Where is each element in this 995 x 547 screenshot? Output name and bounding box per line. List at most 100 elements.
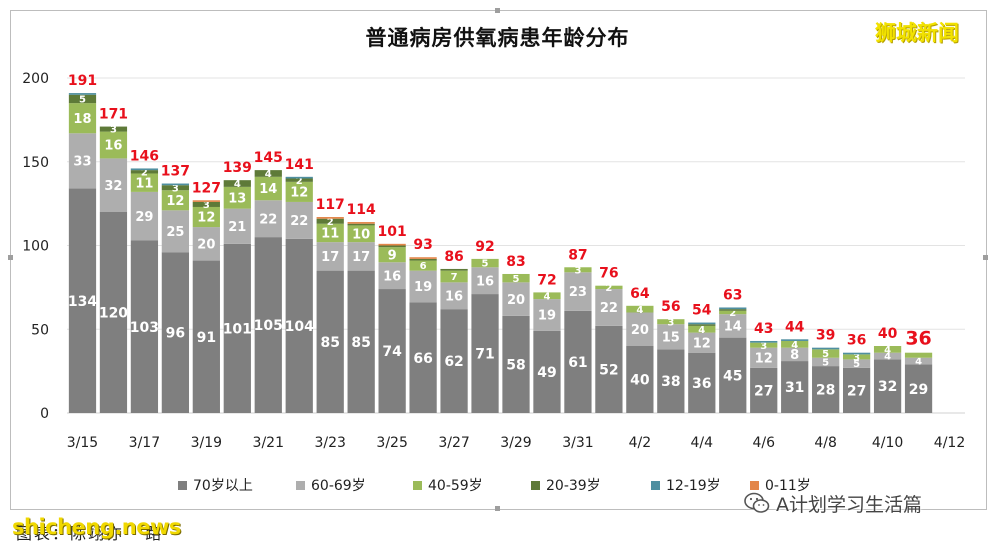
bar-total-label: 63 bbox=[723, 287, 742, 303]
bar-value-label: 61 bbox=[568, 355, 587, 371]
bar-segment bbox=[626, 346, 654, 413]
bar-value-label: 8 bbox=[790, 348, 799, 363]
bar-value-label: 16 bbox=[104, 139, 122, 154]
resize-handle-bottom[interactable] bbox=[495, 506, 500, 511]
bar-segment bbox=[254, 170, 282, 177]
bar-segment bbox=[533, 330, 561, 413]
bar-total-label: 76 bbox=[599, 266, 618, 282]
bar-segment bbox=[471, 267, 499, 295]
bar-segment bbox=[409, 258, 437, 261]
bar-value-label: 22 bbox=[290, 214, 308, 229]
figure-caption: 图表：陈翊亦 · 路 bbox=[16, 524, 164, 543]
bar-value-label: 2 bbox=[296, 176, 303, 187]
bar-value-label: 11 bbox=[321, 227, 339, 242]
bar-value-label: 12 bbox=[197, 211, 215, 226]
bar-segment bbox=[471, 258, 499, 268]
bar-value-label: 16 bbox=[383, 269, 401, 284]
bar-segment bbox=[842, 359, 871, 368]
x-tick-label: 4/6 bbox=[752, 435, 775, 451]
legend-label: 60-69岁 bbox=[311, 478, 366, 494]
bar-segment bbox=[99, 131, 128, 159]
resize-handle-right[interactable] bbox=[983, 255, 988, 260]
x-tick-label: 4/8 bbox=[814, 435, 837, 451]
bar-value-label: 4 bbox=[265, 169, 272, 180]
bar-segment bbox=[192, 201, 220, 207]
bar-total-label: 86 bbox=[444, 249, 463, 265]
bar-segment bbox=[781, 361, 809, 413]
bar-segment bbox=[750, 367, 778, 413]
x-tick-label: 3/29 bbox=[500, 435, 531, 451]
bar-segment bbox=[130, 191, 159, 241]
bar-value-label: 14 bbox=[259, 182, 277, 197]
brand-logo-text: 狮城新闻 bbox=[875, 21, 959, 45]
bar-segment bbox=[130, 170, 159, 174]
bar-segment bbox=[873, 346, 902, 353]
bar-total-label: 191 bbox=[68, 73, 97, 89]
bar-segment bbox=[440, 268, 468, 271]
x-tick-label: 4/2 bbox=[629, 435, 652, 451]
bar-total-label: 139 bbox=[223, 160, 252, 176]
bar-total-label: 92 bbox=[475, 239, 494, 255]
bar-value-label: 5 bbox=[853, 359, 860, 370]
bar-segment bbox=[192, 227, 220, 261]
bar-segment bbox=[161, 210, 190, 253]
bar-segment bbox=[440, 270, 468, 283]
bar-value-label: 12 bbox=[166, 194, 184, 209]
bar-value-label: 17 bbox=[352, 250, 370, 265]
bar-value-label: 22 bbox=[600, 301, 618, 316]
bar-segment bbox=[130, 168, 159, 171]
bar-value-label: 3 bbox=[760, 341, 767, 352]
resize-handle-top[interactable] bbox=[495, 8, 500, 13]
bar-value-label: 38 bbox=[661, 374, 680, 390]
bar-segment bbox=[192, 200, 220, 202]
bar-segment bbox=[99, 212, 128, 413]
wechat-icon bbox=[744, 492, 770, 513]
bar-segment bbox=[285, 181, 313, 202]
bar-segment bbox=[502, 282, 530, 316]
bar-segment bbox=[378, 245, 406, 248]
bar-segment bbox=[842, 367, 871, 413]
x-tick-label: 4/12 bbox=[934, 435, 965, 451]
wechat-account-name: A计划学习生活篇 bbox=[776, 493, 922, 516]
bar-segment bbox=[719, 309, 747, 311]
bar-value-label: 10 bbox=[352, 227, 370, 242]
bar-segment bbox=[316, 223, 344, 243]
bar-value-label: 15 bbox=[662, 330, 680, 345]
bar-value-label: 2 bbox=[141, 167, 148, 178]
bar-segment bbox=[842, 352, 871, 355]
bar-value-label: 4 bbox=[543, 291, 550, 302]
bar-segment bbox=[904, 357, 933, 365]
bar-segment bbox=[719, 314, 747, 338]
bar-value-label: 3 bbox=[110, 125, 117, 136]
bar-value-label: 5 bbox=[822, 358, 829, 369]
bar-segment bbox=[719, 307, 747, 310]
bar-total-label: 36 bbox=[905, 328, 931, 350]
bar-segment bbox=[719, 337, 747, 413]
bar-value-label: 5 bbox=[79, 95, 86, 106]
bar-value-label: 14 bbox=[724, 320, 742, 335]
bar-total-label: 36 bbox=[847, 333, 866, 349]
bar-segment bbox=[285, 238, 313, 413]
bar-value-label: 120 bbox=[99, 306, 128, 322]
bar-segment bbox=[409, 302, 437, 413]
bar-segment bbox=[719, 310, 747, 315]
legend-label: 70岁以上 bbox=[193, 478, 253, 494]
bar-total-label: 64 bbox=[630, 286, 650, 302]
bar-value-label: 103 bbox=[130, 320, 159, 336]
resize-handle-left[interactable] bbox=[8, 255, 13, 260]
bar-segment bbox=[533, 299, 561, 331]
bar-segment bbox=[781, 347, 809, 362]
bar-segment bbox=[223, 243, 251, 413]
bar-value-label: 9 bbox=[388, 248, 397, 263]
bar-value-label: 3 bbox=[667, 317, 674, 328]
bar-segment bbox=[316, 270, 344, 413]
bar-value-label: 96 bbox=[166, 326, 185, 342]
bar-segment bbox=[688, 352, 716, 413]
bar-segment bbox=[502, 315, 530, 413]
bar-value-label: 20 bbox=[507, 293, 525, 308]
bar-segment bbox=[564, 272, 592, 311]
bar-segment bbox=[626, 305, 654, 313]
legend-label: 20-39岁 bbox=[546, 478, 601, 494]
bar-segment bbox=[223, 186, 251, 209]
